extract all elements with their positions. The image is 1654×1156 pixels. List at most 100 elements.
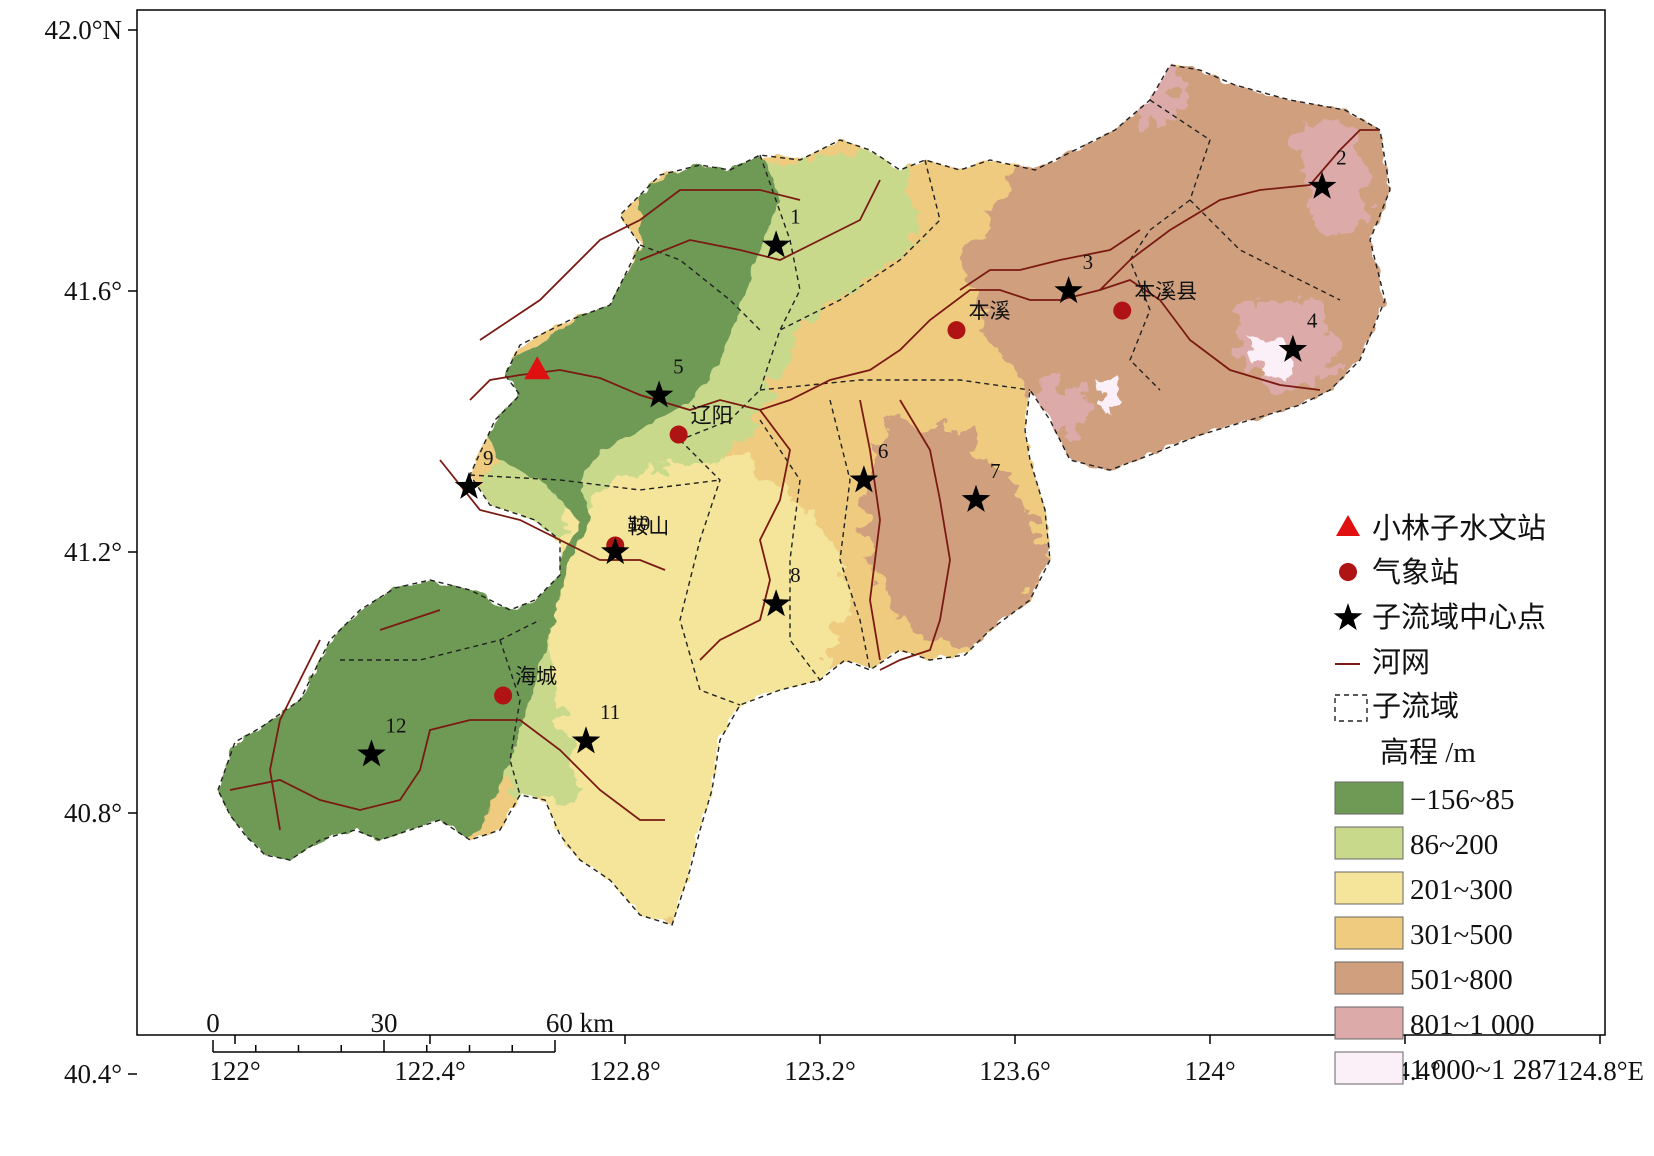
boundary-9-10 [469,474,721,491]
legend-class-swatch [1334,871,1404,905]
river-north-trib [639,179,881,261]
weather-station-marker [1113,301,1132,320]
elev-class-501-800-south [860,420,1050,650]
weather-station-label: 辽阳 [691,404,733,428]
scale-bar: 0 30 60 km [206,1008,614,1053]
y-tick-label: 42.0°N [44,15,122,45]
subbasin-id-label: 5 [673,354,684,378]
legend-class-swatch [1334,961,1404,995]
subbasin-id-label: 9 [483,446,494,470]
subbasin-center-star [761,230,791,258]
river-northwest [479,189,801,341]
subbasin-center-star [357,739,386,767]
river-taizi-main [469,279,1321,411]
y-tick-label: 41.2° [64,537,122,567]
y-tick-label: 40.8° [64,798,122,828]
subbasin-center-star [761,589,791,617]
boundary-1-3 [779,159,941,331]
boundary-6-7 [829,399,871,671]
subbasin-center-star [644,380,674,408]
river-south-trib-7 [879,399,951,671]
legend-elevation-classes: −156~85 86~200 201~300 301~500 501~800 801~1 … [1334,781,1556,1086]
subbasin-center-star [454,471,484,499]
legend-hydro-symbol [1336,515,1360,536]
river-west-11 [379,609,441,631]
legend-elevation-title: 高程 /m [1380,736,1476,769]
elev-class-201-300 [480,440,850,925]
y-axis-ticks: 42.0°N 41.6° 41.2° 40.8° 40.4° [44,15,137,1089]
legend: 小林子水文站 气象站 子流域中心点 河网 子流域 高程 /m −156~85 86… [1333,512,1556,1086]
legend-subbasin-symbol [1334,694,1368,722]
boundary-11-west [499,639,521,796]
legend-weather-symbol [1339,563,1357,581]
legend-class-label: 301~500 [1410,919,1513,951]
subbasin-id-label: 12 [386,713,407,737]
river-anshan [439,459,666,571]
legend-center-label: 子流域中心点 [1372,601,1546,634]
subbasin-id-label: 6 [878,439,889,463]
subbasin-id-label: 2 [1336,146,1347,170]
legend-hydro-label: 小林子水文站 [1372,512,1546,545]
scale-label-60: 60 km [546,1008,614,1038]
weather-station-marker [947,321,966,340]
weather-station-marker [494,686,513,705]
legend-class-label: −156~85 [1410,784,1515,816]
weather-station-label: 本溪 [969,299,1011,323]
weather-station-label: 本溪县 [1134,280,1197,304]
legend-class-label: 1 000~1 287 [1410,1054,1556,1086]
subbasin-center-star [961,484,991,512]
river-network [229,129,1380,831]
subbasin-id-label: 10 [629,511,650,535]
x-tick-label: 123.2° [784,1056,856,1086]
river-west-12 [269,639,321,831]
subbasin-center-star [601,537,630,565]
legend-class-swatch [1334,1051,1404,1085]
subbasin-id-label: 4 [1307,309,1318,333]
legend-river-label: 河网 [1372,647,1430,679]
x-tick-label: 123.6° [979,1056,1051,1086]
river-upper-east [1099,129,1380,291]
legend-class-swatch [1334,916,1404,950]
x-axis-ticks: 122° 122.4° 122.8° 123.2° 123.6° 124° 124.4° 12… [209,1035,1644,1086]
legend-class-label: 86~200 [1410,829,1498,861]
subbasin-center-star [571,726,601,754]
y-tick-label: 41.6° [64,276,122,306]
basin-outline [217,64,1391,926]
scale-label-0: 0 [206,1008,220,1038]
river-south-trib-8 [699,409,791,661]
river-benxi-trib [959,229,1141,291]
boundary-5-8 [679,439,741,706]
boundary-11-12 [340,619,541,661]
elev-class-1000-1287 [1250,340,1290,380]
weather-station-marker [669,425,688,444]
x-tick-label: 124.8°E [1556,1056,1644,1086]
y-tick-label: 40.4° [64,1059,122,1089]
subbasin-id-label: 3 [1083,250,1094,274]
legend-weather-label: 气象站 [1372,556,1459,589]
legend-class-label: 801~1 000 [1410,1009,1534,1041]
subbasin-id-label: 8 [790,563,801,587]
river-south-trib-6 [859,399,881,661]
weather-station-label: 鞍山 [627,514,669,538]
boundary-6-8 [759,419,821,681]
boundary-3-6 [759,379,1031,391]
elev-class-801-1000-b [1300,120,1370,240]
legend-class-label: 201~300 [1410,874,1513,906]
legend-class-swatch [1334,1006,1404,1040]
elev-class-lowland [218,150,780,870]
hydro-station-marker [524,356,551,380]
elev-class-86-200 [430,150,920,800]
boundary-1-5 [679,154,801,441]
subbasin-center-star [849,465,879,493]
subbasin-center-star [1278,334,1308,362]
legend-class-swatch [1334,781,1404,815]
x-tick-label: 122° [209,1056,260,1086]
subbasin-id-label: 7 [990,459,1001,483]
subbasin-center-star [1054,276,1083,304]
scale-label-30: 30 [371,1008,398,1038]
legend-class-label: 501~800 [1410,964,1513,996]
boundary-3-4 [1129,199,1191,391]
legend-star-symbol [1333,603,1363,631]
